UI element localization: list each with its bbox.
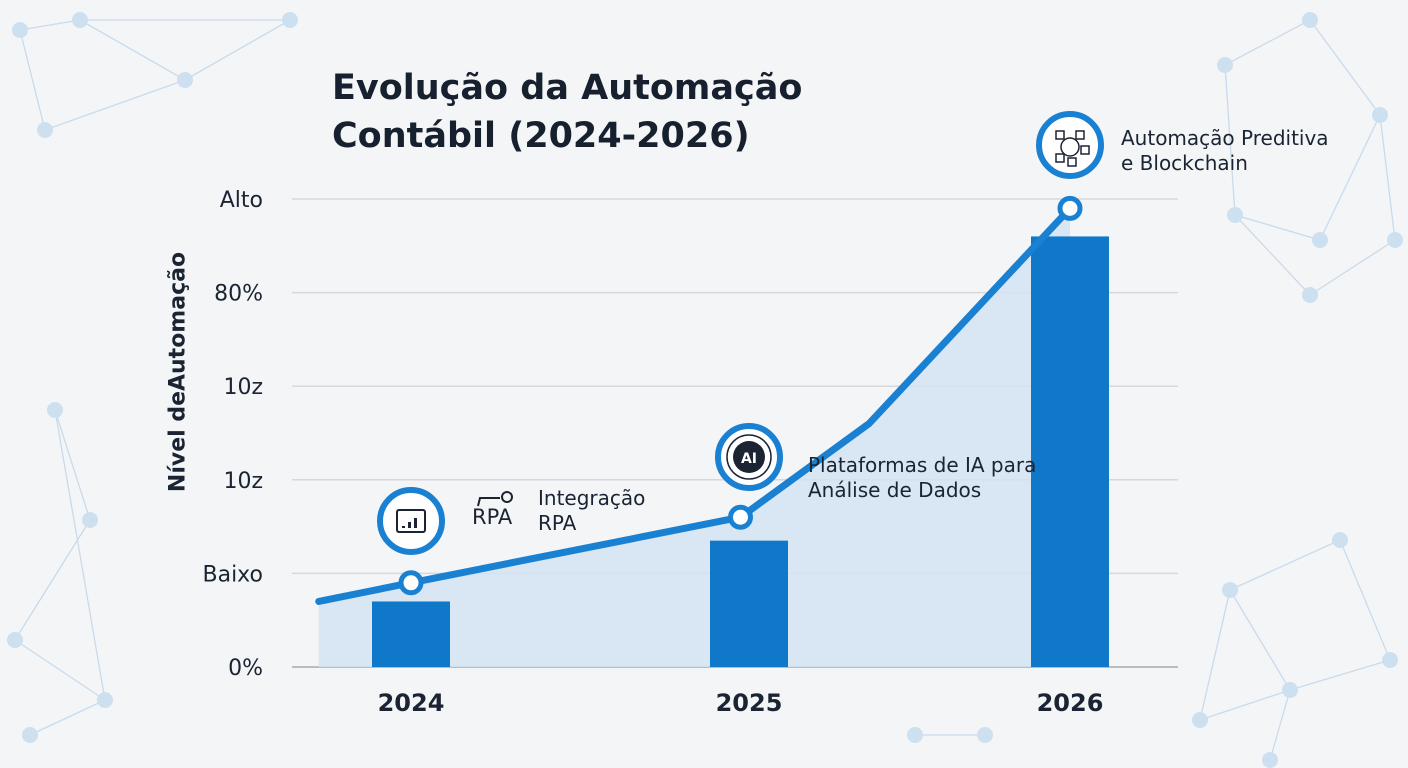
network-edge [1289, 659, 1391, 691]
network-node [82, 512, 98, 528]
network-node [37, 122, 53, 138]
network-node [72, 12, 88, 28]
network-node [12, 22, 28, 38]
line-point-2024 [398, 570, 424, 596]
annotation-line: RPA [538, 511, 577, 535]
block-node [1055, 130, 1065, 140]
network-edge [1229, 589, 1291, 691]
network-node [907, 727, 923, 743]
network-node [177, 72, 193, 88]
block-node [1055, 153, 1065, 163]
network-edge [1319, 114, 1381, 241]
y-axis-label: Nível deAutomação [165, 251, 191, 493]
network-node [1227, 207, 1243, 223]
block-node [1067, 157, 1077, 167]
chart-bar-glyph [408, 522, 411, 528]
network-node [1312, 232, 1328, 248]
network-edge [1199, 689, 1291, 721]
network-edge [1229, 539, 1341, 591]
x-tick-label: 2025 [716, 689, 783, 717]
robot-arm-icon [477, 497, 500, 507]
ai-chip-icon-glyph [733, 441, 765, 473]
network-node [47, 402, 63, 418]
network-edge [19, 29, 46, 131]
network-node [1387, 232, 1403, 248]
network-edge [54, 409, 91, 521]
network-edge [14, 639, 106, 701]
ai-label: AI [741, 451, 757, 467]
block-node [1075, 130, 1085, 140]
chart-window-icon-glyph [396, 509, 426, 533]
annotation-line: Plataformas de IA para [808, 453, 1037, 477]
network-edge [1339, 539, 1391, 661]
network-edge [29, 699, 106, 736]
chart-bar-glyph [402, 526, 405, 528]
y-tick-label: Alto [220, 188, 263, 213]
y-tick-label: 10z [223, 469, 263, 494]
chart-window-icon [377, 487, 445, 555]
x-tick-label: 2024 [378, 689, 445, 717]
network-node [1217, 57, 1233, 73]
network-node [1222, 582, 1238, 598]
network-node [1282, 682, 1298, 698]
blockchain-network-icon [1036, 111, 1104, 179]
ai-ring [726, 434, 772, 480]
network-edge [1269, 689, 1291, 761]
y-tick-label: 0% [228, 656, 263, 681]
network-node [1332, 532, 1348, 548]
line-point-2025 [728, 504, 753, 530]
annotation-line: Integração [538, 486, 646, 510]
network-edge [184, 19, 291, 81]
block-node [1080, 145, 1090, 155]
network-edge [1234, 214, 1321, 241]
rpa-badge: RPA [472, 505, 513, 529]
bar-2024 [372, 601, 450, 667]
network-edge [1224, 19, 1311, 66]
y-tick-label: Baixo [203, 562, 264, 587]
blockchain-hub [1060, 137, 1080, 157]
y-tick-label: 10z [223, 375, 263, 400]
network-node [282, 12, 298, 28]
chart-bar-glyph [414, 518, 417, 528]
network-node [97, 692, 113, 708]
bar-2026 [1031, 236, 1109, 667]
network-edge [1199, 589, 1231, 721]
network-edge [79, 19, 186, 81]
network-node [22, 727, 38, 743]
network-node [1382, 652, 1398, 668]
network-node [1302, 12, 1318, 28]
annotation-line: Análise de Dados [808, 478, 982, 502]
annotation-2024: Integração RPA [538, 486, 645, 536]
network-edge [1309, 19, 1381, 116]
network-node [7, 632, 23, 648]
robot-arm-joint [501, 491, 513, 503]
bar-2025 [710, 540, 788, 667]
network-node [1192, 712, 1208, 728]
network-edge [44, 79, 186, 131]
annotation-line: e Blockchain [1121, 151, 1248, 175]
network-node [1262, 752, 1278, 768]
annotation-line: Automação Preditiva [1121, 126, 1329, 150]
area-fill [318, 208, 1070, 668]
network-edge [1309, 239, 1396, 296]
x-tick-label: 2026 [1037, 689, 1104, 717]
network-node [1302, 287, 1318, 303]
network-edge [19, 19, 81, 31]
network-node [1372, 107, 1388, 123]
network-edge [54, 409, 106, 701]
annotation-2026: Automação Preditiva e Blockchain [1121, 126, 1329, 176]
network-edge [1379, 114, 1396, 241]
line-point-2026 [1057, 195, 1083, 221]
network-edge [1234, 214, 1311, 296]
network-edge [1224, 64, 1236, 216]
chart-title: Evolução da Automação Contábil (2024-202… [332, 68, 803, 156]
y-tick-label: 80% [214, 282, 263, 307]
annotation-2025: Plataformas de IA para Análise de Dados [808, 453, 1036, 503]
network-node [977, 727, 993, 743]
